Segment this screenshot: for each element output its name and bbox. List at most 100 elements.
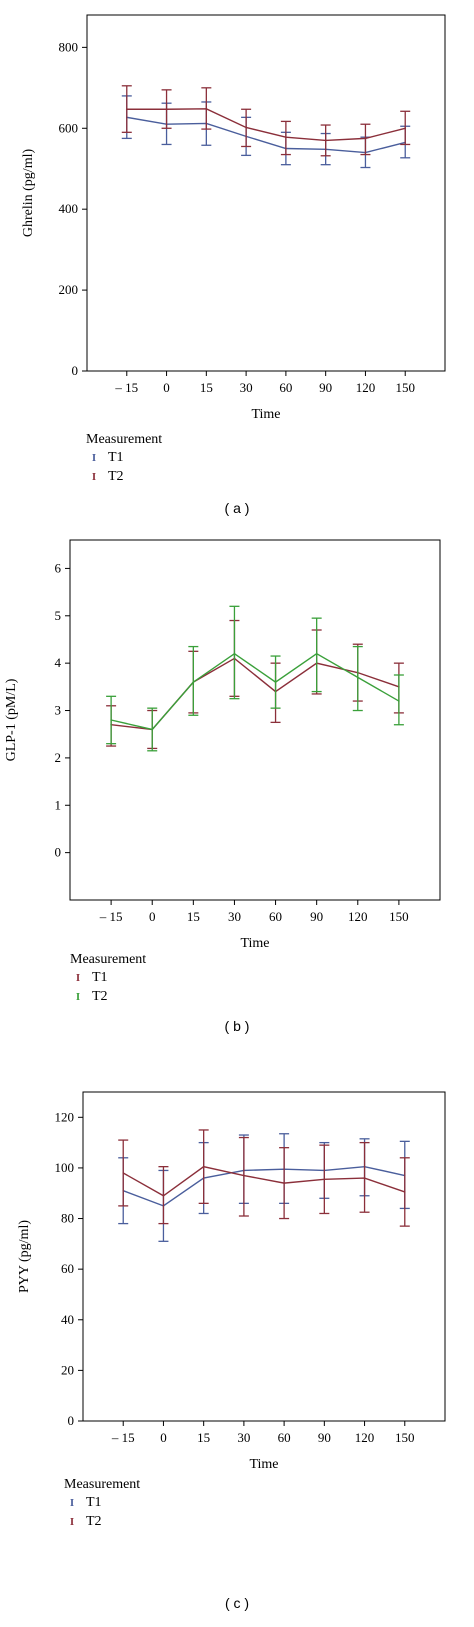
x-tick-label: 150 xyxy=(395,1430,415,1445)
y-tick-label: 1 xyxy=(55,797,62,812)
x-tick-label: – 15 xyxy=(111,1430,135,1445)
error-bar-icon: I xyxy=(69,1515,75,1528)
error-bar-icon: I xyxy=(69,1496,75,1509)
y-tick-label: 5 xyxy=(55,608,62,623)
data-point xyxy=(315,652,318,655)
data-point xyxy=(283,1182,285,1184)
data-point xyxy=(363,1177,366,1179)
legend-label: T2 xyxy=(92,988,108,1004)
caption-a: ( a ) xyxy=(224,500,250,516)
x-tick-label: 15 xyxy=(197,1430,210,1445)
y-tick-label: 20 xyxy=(61,1362,74,1377)
y-tick-label: 0 xyxy=(72,363,79,378)
data-point xyxy=(110,719,112,721)
y-tick-label: 400 xyxy=(59,201,79,216)
data-point xyxy=(243,1174,245,1177)
x-tick-label: 120 xyxy=(348,909,368,924)
x-tick-label: 30 xyxy=(240,380,253,395)
y-tick-label: 2 xyxy=(55,750,62,765)
data-point xyxy=(364,137,367,140)
error-bar-icon: I xyxy=(91,451,97,464)
y-tick-label: 800 xyxy=(59,39,79,54)
x-tick-label: 15 xyxy=(187,909,200,924)
x-tick-label: 120 xyxy=(355,1430,375,1445)
x-tick-label: 30 xyxy=(237,1430,250,1445)
series-line xyxy=(122,1165,405,1207)
x-tick-label: 30 xyxy=(228,909,241,924)
series-t2 xyxy=(121,85,411,157)
legend-b: Measurement I T1 I T2 xyxy=(70,952,146,1006)
legend-label: T1 xyxy=(108,449,124,465)
legend-label: T2 xyxy=(108,468,124,484)
x-tick-label: 60 xyxy=(269,909,282,924)
x-tick-label: 120 xyxy=(356,380,376,395)
series-line xyxy=(126,108,406,142)
series-line xyxy=(110,652,400,731)
x-tick-label: 90 xyxy=(310,909,323,924)
chart-a-svg: 0 200 400 600 800 – 15 0 15 30 60 90 120 150 Time Ghre… xyxy=(21,14,446,422)
x-tick-label: 0 xyxy=(163,380,170,395)
y-axis-title: PYY (pg/ml) xyxy=(17,1220,32,1293)
x-tick-label: 150 xyxy=(389,909,409,924)
data-point xyxy=(192,681,195,683)
x-tick-label: 0 xyxy=(160,1430,167,1445)
data-point xyxy=(245,126,247,129)
data-point xyxy=(162,1194,165,1197)
series-line xyxy=(111,657,400,731)
x-tick-label: 0 xyxy=(149,909,156,924)
legend-item-t1: I T1 xyxy=(86,448,162,467)
chart-b-svg: 0 1 2 3 4 5 6 – 15 0 15 30 60 90 120 150 Time GLP-1 (pM/… xyxy=(4,539,441,951)
legend-title: Measurement xyxy=(70,952,147,967)
y-tick-label: 40 xyxy=(61,1312,74,1327)
data-point xyxy=(398,700,400,702)
y-tick-label: 600 xyxy=(59,120,79,135)
series-line xyxy=(126,116,406,154)
caption-b: ( b ) xyxy=(224,1018,250,1034)
legend-title: Measurement xyxy=(64,1477,141,1492)
y-tick-label: 0 xyxy=(55,845,62,860)
data-point xyxy=(125,108,128,111)
series-t2 xyxy=(118,1129,410,1227)
series-t1 xyxy=(118,1133,410,1242)
x-tick-label: 90 xyxy=(319,380,332,395)
plot-frame xyxy=(82,1091,446,1422)
data-point xyxy=(356,676,359,679)
x-axis-title: Time xyxy=(240,936,269,951)
y-tick-label: 0 xyxy=(68,1413,75,1428)
legend-item-t1: I T1 xyxy=(70,968,146,987)
data-point xyxy=(233,652,236,655)
x-axis-title: Time xyxy=(251,407,280,422)
legend-a: Measurement I T1 I T2 xyxy=(86,432,162,486)
legend-item-t2: I T2 xyxy=(86,467,162,486)
data-point xyxy=(404,127,407,130)
x-tick-label: 60 xyxy=(278,1430,291,1445)
x-tick-label: 15 xyxy=(200,380,213,395)
error-bar-icon: I xyxy=(91,470,97,483)
series-t2 xyxy=(106,605,404,752)
y-tick-label: 200 xyxy=(59,282,79,297)
chart-c-svg: 0 20 40 60 80 100 120 – 15 0 15 30 60 90 120 150 Time PY… xyxy=(17,1091,446,1472)
y-tick-label: 60 xyxy=(61,1261,74,1276)
chart-panel-b: 0 1 2 3 4 5 6 – 15 0 15 30 60 90 120 150 Time GLP-1 (pM/… xyxy=(0,525,474,1050)
plot-frame xyxy=(69,539,441,901)
data-point xyxy=(165,108,168,111)
x-axis-title: Time xyxy=(249,1457,278,1472)
y-tick-label: 4 xyxy=(55,655,62,670)
x-tick-label: – 15 xyxy=(99,909,123,924)
data-point xyxy=(202,1165,205,1168)
data-point xyxy=(205,108,208,110)
error-bar-icon: I xyxy=(75,971,81,984)
data-point xyxy=(403,1191,406,1193)
x-tick-label: 90 xyxy=(318,1430,331,1445)
legend-label: T2 xyxy=(86,1513,102,1529)
legend-item-t2: I T2 xyxy=(64,1512,140,1531)
y-tick-label: 3 xyxy=(55,703,62,718)
y-axis-title: GLP-1 (pM/L) xyxy=(4,678,19,761)
data-point xyxy=(151,728,154,731)
y-axis-title: Ghrelin (pg/ml) xyxy=(21,149,36,238)
data-point xyxy=(323,1178,326,1181)
legend-c: Measurement I T1 I T2 xyxy=(64,1477,140,1531)
y-tick-label: 6 xyxy=(55,560,62,575)
data-point xyxy=(324,139,327,142)
plot-frame xyxy=(86,14,446,372)
